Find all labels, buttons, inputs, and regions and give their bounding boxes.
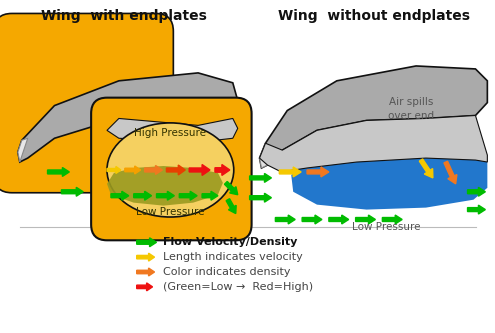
Polygon shape (259, 143, 272, 168)
Polygon shape (18, 138, 28, 162)
FancyArrow shape (249, 193, 271, 202)
Text: Length indicates velocity: Length indicates velocity (163, 252, 303, 262)
Polygon shape (107, 166, 223, 205)
FancyArrow shape (156, 191, 174, 200)
Polygon shape (259, 116, 488, 172)
FancyArrow shape (111, 191, 129, 200)
FancyArrow shape (107, 166, 121, 173)
FancyBboxPatch shape (91, 98, 251, 240)
FancyBboxPatch shape (0, 13, 173, 193)
FancyArrow shape (202, 191, 218, 200)
FancyArrow shape (275, 215, 295, 224)
FancyArrow shape (137, 238, 156, 247)
Text: Flow Velocity/Density: Flow Velocity/Density (163, 237, 298, 247)
Text: Wing  with endplates: Wing with endplates (41, 10, 207, 24)
Polygon shape (291, 150, 488, 209)
FancyArrow shape (166, 165, 185, 175)
Text: Color indicates density: Color indicates density (163, 267, 291, 277)
FancyArrow shape (189, 165, 210, 175)
FancyArrow shape (137, 283, 152, 291)
FancyArrow shape (355, 215, 375, 224)
FancyArrow shape (226, 199, 236, 213)
FancyArrow shape (302, 215, 322, 224)
FancyArrow shape (48, 167, 69, 176)
Text: Wing  without endplates: Wing without endplates (278, 10, 470, 24)
Ellipse shape (107, 123, 234, 217)
Polygon shape (259, 66, 488, 168)
Text: Air spills
over end: Air spills over end (388, 97, 434, 121)
FancyArrow shape (279, 167, 301, 177)
FancyArrow shape (61, 187, 83, 196)
FancyArrow shape (137, 253, 154, 261)
FancyArrow shape (382, 215, 402, 224)
FancyArrow shape (307, 167, 329, 177)
FancyArrow shape (125, 166, 141, 174)
FancyArrow shape (145, 166, 162, 174)
Polygon shape (107, 119, 238, 142)
FancyArrow shape (134, 191, 151, 200)
FancyArrow shape (224, 181, 238, 195)
Polygon shape (18, 73, 238, 162)
FancyArrow shape (137, 268, 154, 276)
FancyArrow shape (215, 165, 230, 175)
Text: Low Pressure: Low Pressure (352, 222, 421, 232)
FancyArrow shape (249, 173, 271, 182)
FancyArrow shape (468, 205, 486, 214)
FancyArrow shape (468, 187, 486, 196)
FancyArrow shape (444, 161, 457, 184)
FancyArrow shape (419, 159, 433, 178)
Text: High Pressure: High Pressure (134, 128, 206, 138)
Text: Low Pressure: Low Pressure (136, 206, 204, 216)
Text: (Green=Low →  Red=High): (Green=Low → Red=High) (163, 282, 313, 292)
FancyArrow shape (179, 191, 197, 200)
FancyArrow shape (329, 215, 348, 224)
